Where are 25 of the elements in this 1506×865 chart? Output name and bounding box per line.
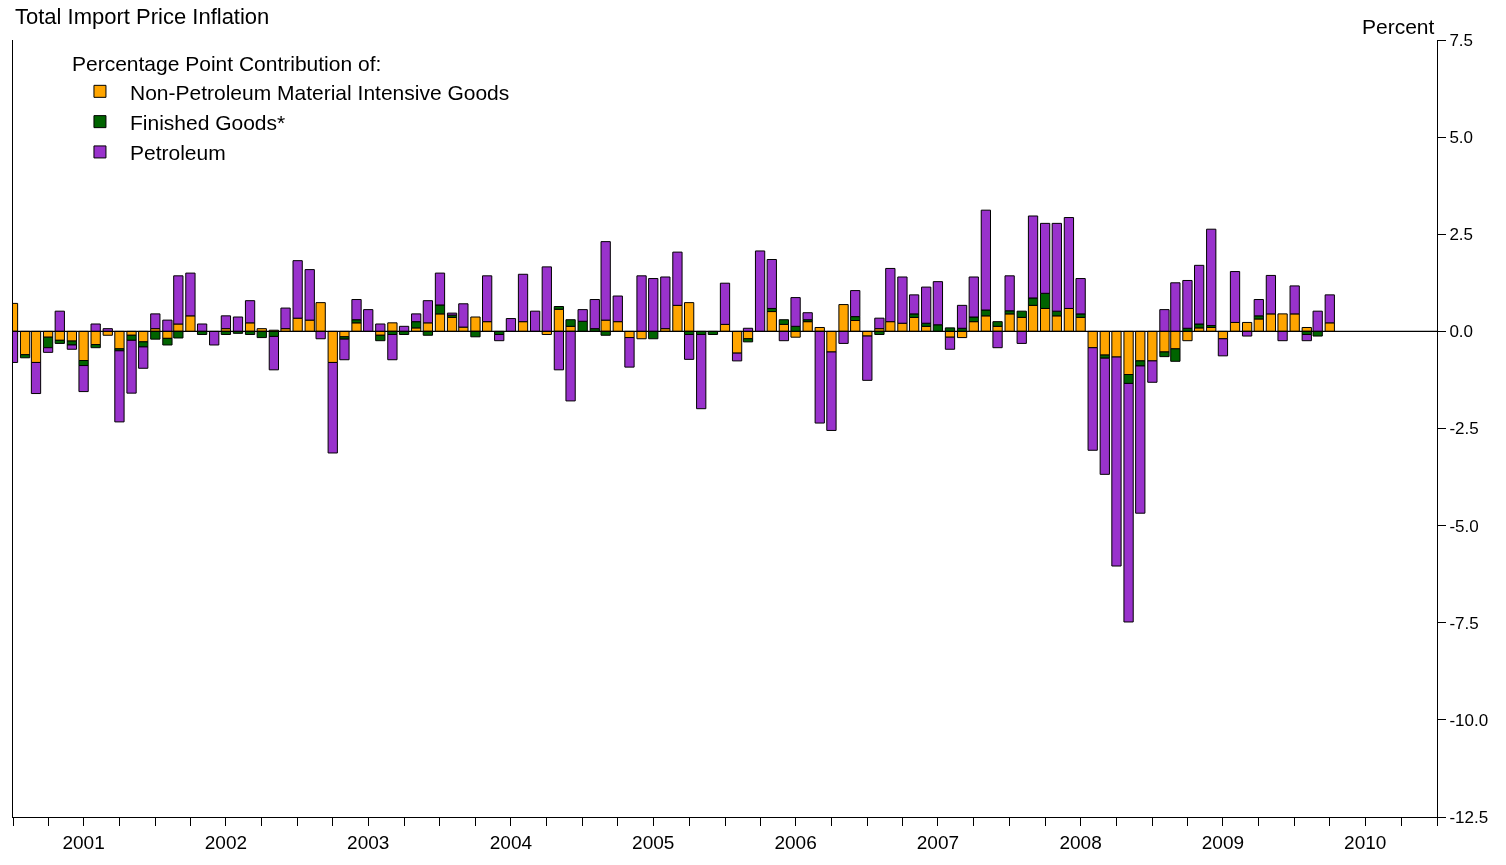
x-tick-label: 2003 (347, 831, 390, 853)
x-tick-label: 2001 (62, 831, 105, 853)
y-tick-label: -2.5 (1449, 419, 1479, 439)
y-tick-label: -5.0 (1449, 516, 1479, 536)
x-tick-label: 2009 (1201, 831, 1245, 853)
x-tick-label: 2004 (489, 831, 533, 853)
legend-label: Finished Goods* (129, 110, 286, 134)
legend-label: Non-Petroleum Material Intensive Goods (129, 80, 510, 104)
y-tick-label: 7.5 (1449, 30, 1474, 50)
y-tick-label: 0.0 (1449, 322, 1474, 342)
legend-label: Petroleum (129, 141, 226, 165)
x-tick-label: 2010 (1344, 831, 1387, 853)
y-tick-label: -12.5 (1449, 807, 1489, 827)
legend-title: Percentage Point Contribution of: (71, 52, 382, 76)
y-tick-label: -7.5 (1449, 613, 1479, 633)
chart-title: Total Import Price Inflation (15, 4, 270, 29)
x-tick-label: 2005 (632, 831, 675, 853)
x-tick-label: 2008 (1059, 831, 1102, 853)
x-tick-label: 2007 (916, 831, 960, 853)
y-tick-label: 5.0 (1449, 128, 1474, 148)
x-tick-label: 2002 (204, 831, 248, 853)
y-axis-title: Percent (1362, 15, 1435, 38)
y-tick-label: -10.0 (1449, 710, 1489, 730)
x-tick-label: 2006 (774, 831, 817, 853)
y-tick-label: 2.5 (1449, 225, 1474, 245)
